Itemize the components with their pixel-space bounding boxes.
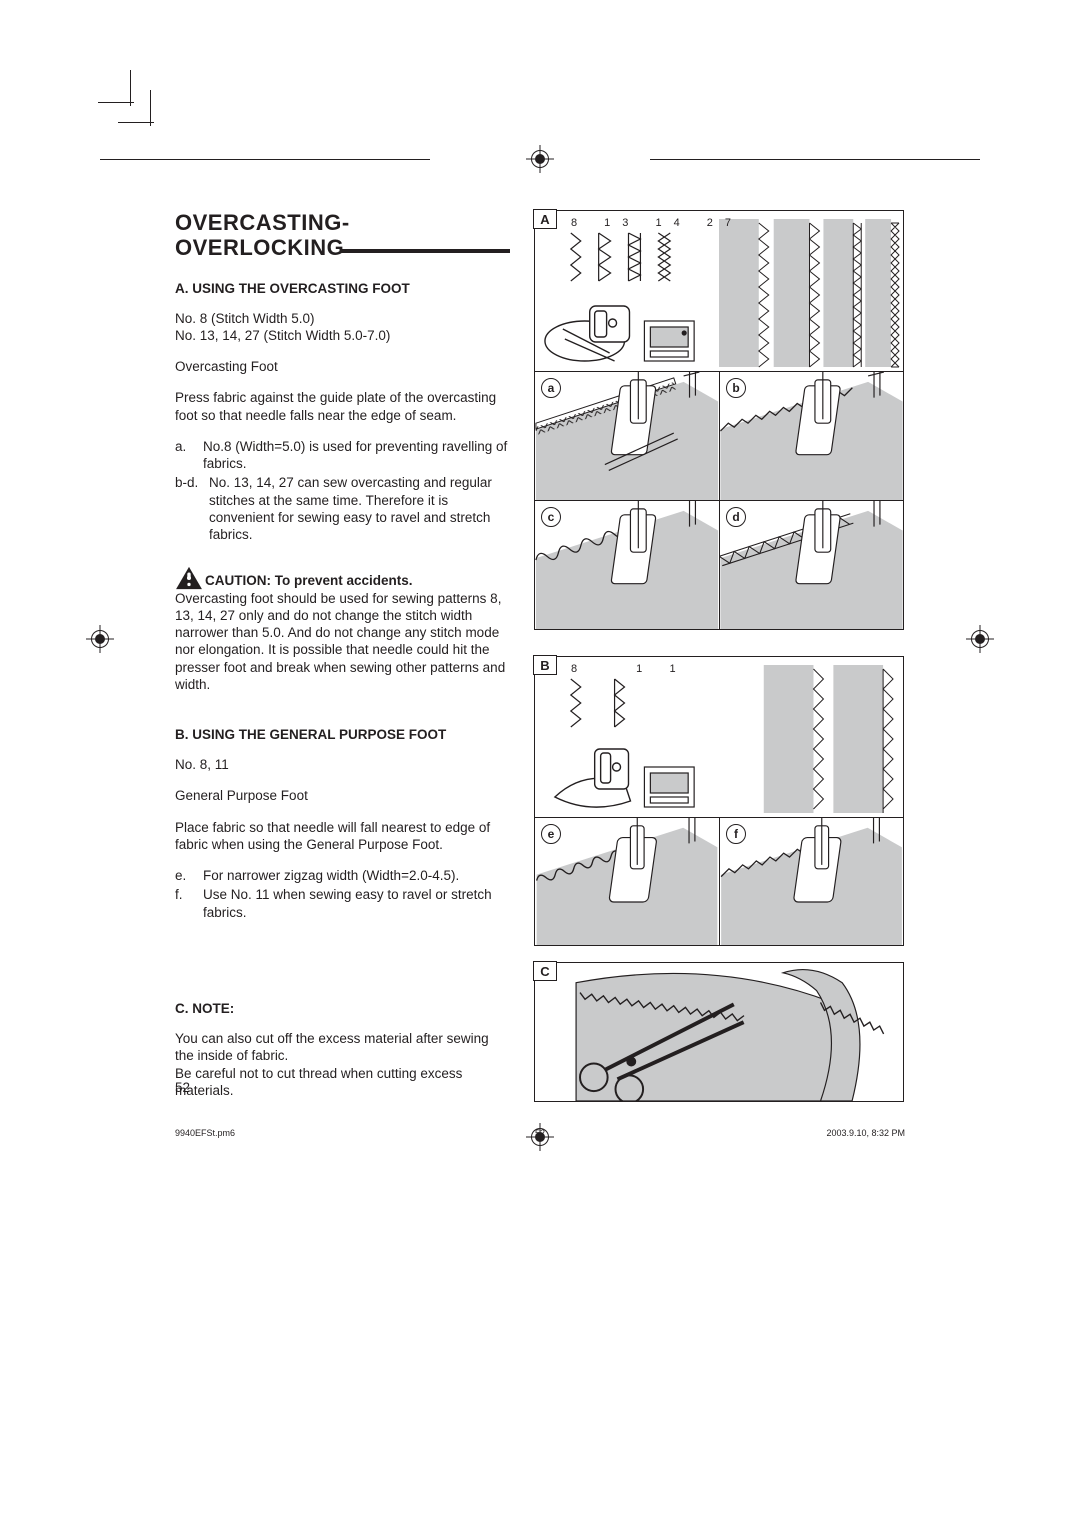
sub-panel-e: e <box>535 817 719 945</box>
section-c-line1: You can also cut off the excess material… <box>175 1030 510 1065</box>
crop-mark <box>100 159 430 160</box>
sub-panel-b: b <box>719 371 903 500</box>
text-column: OVERCASTING- OVERLOCKING A. USING THE OV… <box>175 210 510 1113</box>
section-a-line2: No. 13, 14, 27 (Stitch Width 5.0-7.0) <box>175 327 510 344</box>
panel-a-top-illustration <box>535 211 903 371</box>
section-b-heading: B. USING THE GENERAL PURPOSE FOOT <box>175 727 510 742</box>
panel-c-label: C <box>533 961 557 981</box>
panel-b-label: B <box>533 655 557 675</box>
crop-mark <box>650 159 980 160</box>
footer-file: 9940EFSt.pm6 <box>175 1128 235 1138</box>
footer-page: 52 <box>535 1128 545 1138</box>
section-a-intro: Press fabric against the guide plate of … <box>175 389 510 424</box>
footer-timestamp: 2003.9.10, 8:32 PM <box>826 1128 905 1138</box>
registration-mark-left <box>86 625 114 653</box>
section-a-list: a.No.8 (Width=5.0) is used for preventin… <box>175 438 510 544</box>
crop-corner <box>118 90 178 150</box>
sub-panel-c: c <box>535 500 719 629</box>
section-c-line2: Be careful not to cut thread when cuttin… <box>175 1065 510 1100</box>
page-number: 52 <box>175 1080 190 1095</box>
panel-a-label: A <box>533 209 557 229</box>
section-b-footlabel: General Purpose Foot <box>175 787 510 804</box>
title-line1: OVERCASTING- <box>175 210 350 235</box>
figure-panel-a: A 8 13 14 27 <box>534 210 904 630</box>
sub-panel-f: f <box>719 817 903 945</box>
title-line2: OVERLOCKING <box>175 235 344 260</box>
warning-icon <box>175 566 203 590</box>
section-a-footlabel: Overcasting Foot <box>175 358 510 375</box>
figure-column: A 8 13 14 27 <box>534 210 904 1113</box>
caution-heading: CAUTION: To prevent accidents. <box>175 566 510 588</box>
page-title: OVERCASTING- OVERLOCKING <box>175 210 510 261</box>
sub-panel-a: a <box>535 371 719 500</box>
section-b-line1: No. 8, 11 <box>175 756 510 773</box>
figure-panel-b: B 8 11 <box>534 656 904 946</box>
figure-panel-c: C <box>534 962 904 1102</box>
panel-b-top-illustration <box>535 657 903 817</box>
registration-mark-top <box>526 145 554 173</box>
panel-c-illustration <box>535 963 903 1101</box>
section-b-list: e.For narrower zigzag width (Width=2.0-4… <box>175 867 510 921</box>
section-b-intro: Place fabric so that needle will fall ne… <box>175 819 510 854</box>
page-content: OVERCASTING- OVERLOCKING A. USING THE OV… <box>175 210 905 1113</box>
section-a-heading: A. USING THE OVERCASTING FOOT <box>175 281 510 296</box>
subpanel-f-illustration <box>720 818 903 945</box>
subpanel-d-illustration <box>720 501 903 629</box>
print-footer: 9940EFSt.pm6 52 2003.9.10, 8:32 PM <box>175 1128 905 1138</box>
subpanel-b-illustration <box>720 372 903 500</box>
section-c-heading: C. NOTE: <box>175 1001 510 1016</box>
sub-panel-d: d <box>719 500 903 629</box>
subpanel-c-illustration <box>535 501 719 629</box>
panel-a-stitchnums: 8 13 14 27 <box>571 217 743 229</box>
panel-b-stitchnums: 8 11 <box>571 663 704 675</box>
caution-body: Overcasting foot should be used for sewi… <box>175 590 510 694</box>
subpanel-e-illustration <box>535 818 719 945</box>
section-a-line1: No. 8 (Stitch Width 5.0) <box>175 310 510 327</box>
registration-mark-right <box>966 625 994 653</box>
subpanel-a-illustration <box>535 372 719 500</box>
